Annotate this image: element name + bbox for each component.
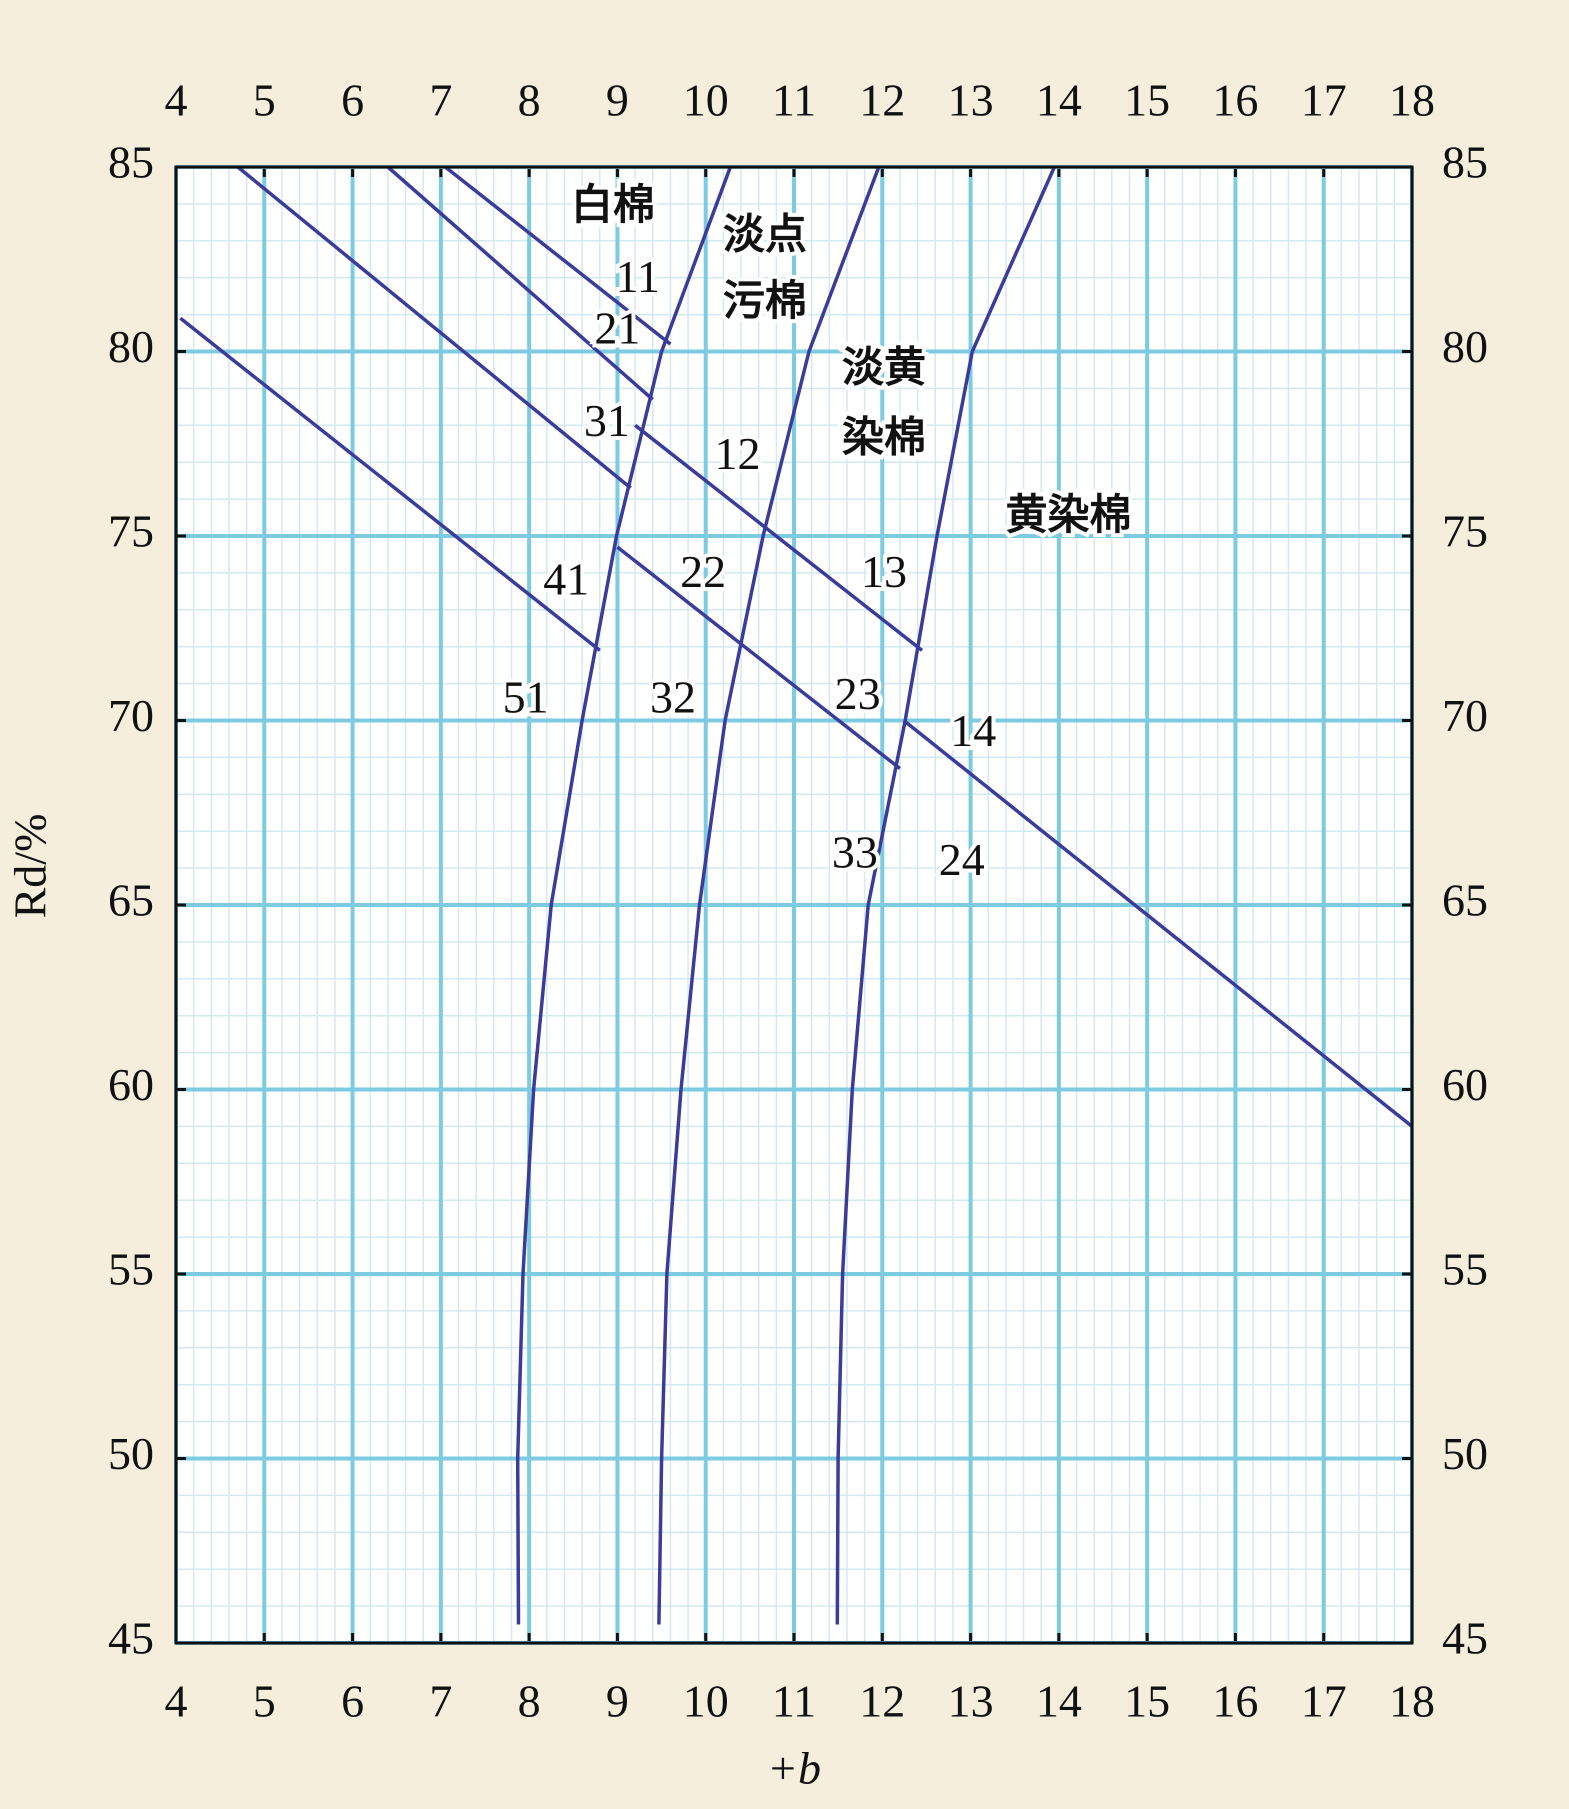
annotation: 31 bbox=[584, 395, 630, 446]
x-tick-label-top: 5 bbox=[253, 75, 276, 126]
annotation: 13 bbox=[861, 546, 907, 597]
x-tick-label-top: 15 bbox=[1124, 75, 1170, 126]
series-line bbox=[444, 165, 672, 346]
y-tick-label-right: 85 bbox=[1442, 137, 1488, 188]
plot-frame bbox=[174, 165, 1414, 1645]
annotation: 12 bbox=[714, 428, 760, 479]
annotation: 24 bbox=[939, 834, 985, 885]
annotation: 33 bbox=[832, 827, 878, 878]
x-tick-label-top: 10 bbox=[683, 75, 729, 126]
x-tick-label-top: 7 bbox=[429, 75, 452, 126]
y-tick-label-right: 55 bbox=[1442, 1244, 1488, 1295]
series-line bbox=[386, 165, 654, 401]
series-line bbox=[904, 720, 1414, 1128]
annotation: 22 bbox=[680, 546, 726, 597]
series-line bbox=[634, 423, 924, 652]
x-tick-label-top: 18 bbox=[1389, 75, 1435, 126]
y-tick-label: 85 bbox=[108, 137, 154, 188]
x-tick-label: 12 bbox=[859, 1676, 905, 1727]
y-tick-label: 70 bbox=[108, 690, 154, 741]
y-tick-label: 45 bbox=[108, 1613, 154, 1664]
x-tick-label-top: 8 bbox=[518, 75, 541, 126]
y-tick-label: 80 bbox=[108, 321, 154, 372]
y-tick-label: 60 bbox=[108, 1059, 154, 1110]
x-tick-label: 7 bbox=[429, 1676, 452, 1727]
x-tick-label-top: 13 bbox=[948, 75, 994, 126]
series-line bbox=[835, 166, 1056, 1625]
x-tick-label-top: 16 bbox=[1212, 75, 1258, 126]
x-tick-label: 11 bbox=[772, 1676, 816, 1727]
annotation: 14 bbox=[950, 705, 996, 756]
y-tick-label-right: 75 bbox=[1442, 506, 1488, 557]
annotation: 41 bbox=[543, 554, 589, 605]
x-tick-label: 8 bbox=[518, 1676, 541, 1727]
x-tick-label-top: 9 bbox=[606, 75, 629, 126]
x-tick-label-top: 12 bbox=[859, 75, 905, 126]
x-tick-label: 13 bbox=[948, 1676, 994, 1727]
x-axis-label: +b bbox=[767, 1743, 821, 1794]
annotation: 淡点 bbox=[723, 210, 807, 259]
annotation: 51 bbox=[503, 672, 549, 723]
annotation: 11 bbox=[616, 251, 660, 302]
series-line bbox=[657, 166, 881, 1625]
series-line bbox=[236, 165, 632, 490]
x-tick-label: 9 bbox=[606, 1676, 629, 1727]
annotation: 21 bbox=[594, 303, 640, 354]
annotation: 污棉 bbox=[723, 276, 807, 325]
y-tick-label-right: 80 bbox=[1442, 321, 1488, 372]
annotation: 32 bbox=[650, 672, 696, 723]
y-tick-label-right: 45 bbox=[1442, 1613, 1488, 1664]
x-tick-label: 17 bbox=[1301, 1676, 1347, 1727]
y-tick-label: 65 bbox=[108, 875, 154, 926]
y-tick-label: 55 bbox=[108, 1244, 154, 1295]
annotation: 白棉 bbox=[571, 180, 655, 229]
y-tick-label-right: 65 bbox=[1442, 875, 1488, 926]
y-tick-label: 75 bbox=[108, 506, 154, 557]
x-tick-label-top: 6 bbox=[341, 75, 364, 126]
x-tick-label-top: 14 bbox=[1036, 75, 1082, 126]
annotation: 染棉 bbox=[842, 413, 926, 462]
series-line bbox=[515, 166, 733, 1625]
x-tick-label: 6 bbox=[341, 1676, 364, 1727]
annotation: 23 bbox=[835, 668, 881, 719]
series-line bbox=[179, 316, 601, 652]
x-tick-label: 5 bbox=[253, 1676, 276, 1727]
x-tick-label-top: 11 bbox=[772, 75, 816, 126]
x-tick-label: 16 bbox=[1212, 1676, 1258, 1727]
x-tick-label: 18 bbox=[1389, 1676, 1435, 1727]
y-tick-label: 50 bbox=[108, 1428, 154, 1479]
y-tick-label-right: 50 bbox=[1442, 1428, 1488, 1479]
annotation: 黄染棉 bbox=[1006, 490, 1132, 539]
x-tick-label-top: 4 bbox=[165, 75, 188, 126]
x-tick-label: 15 bbox=[1124, 1676, 1170, 1727]
x-tick-label-top: 17 bbox=[1301, 75, 1347, 126]
x-tick-label: 4 bbox=[165, 1676, 188, 1727]
series-line bbox=[616, 545, 901, 770]
y-tick-label-right: 70 bbox=[1442, 690, 1488, 741]
x-tick-label: 14 bbox=[1036, 1676, 1082, 1727]
y-tick-label-right: 60 bbox=[1442, 1059, 1488, 1110]
x-tick-label: 10 bbox=[683, 1676, 729, 1727]
y-axis-label: Rd/% bbox=[5, 814, 56, 919]
annotation: 淡黄 bbox=[842, 342, 926, 391]
